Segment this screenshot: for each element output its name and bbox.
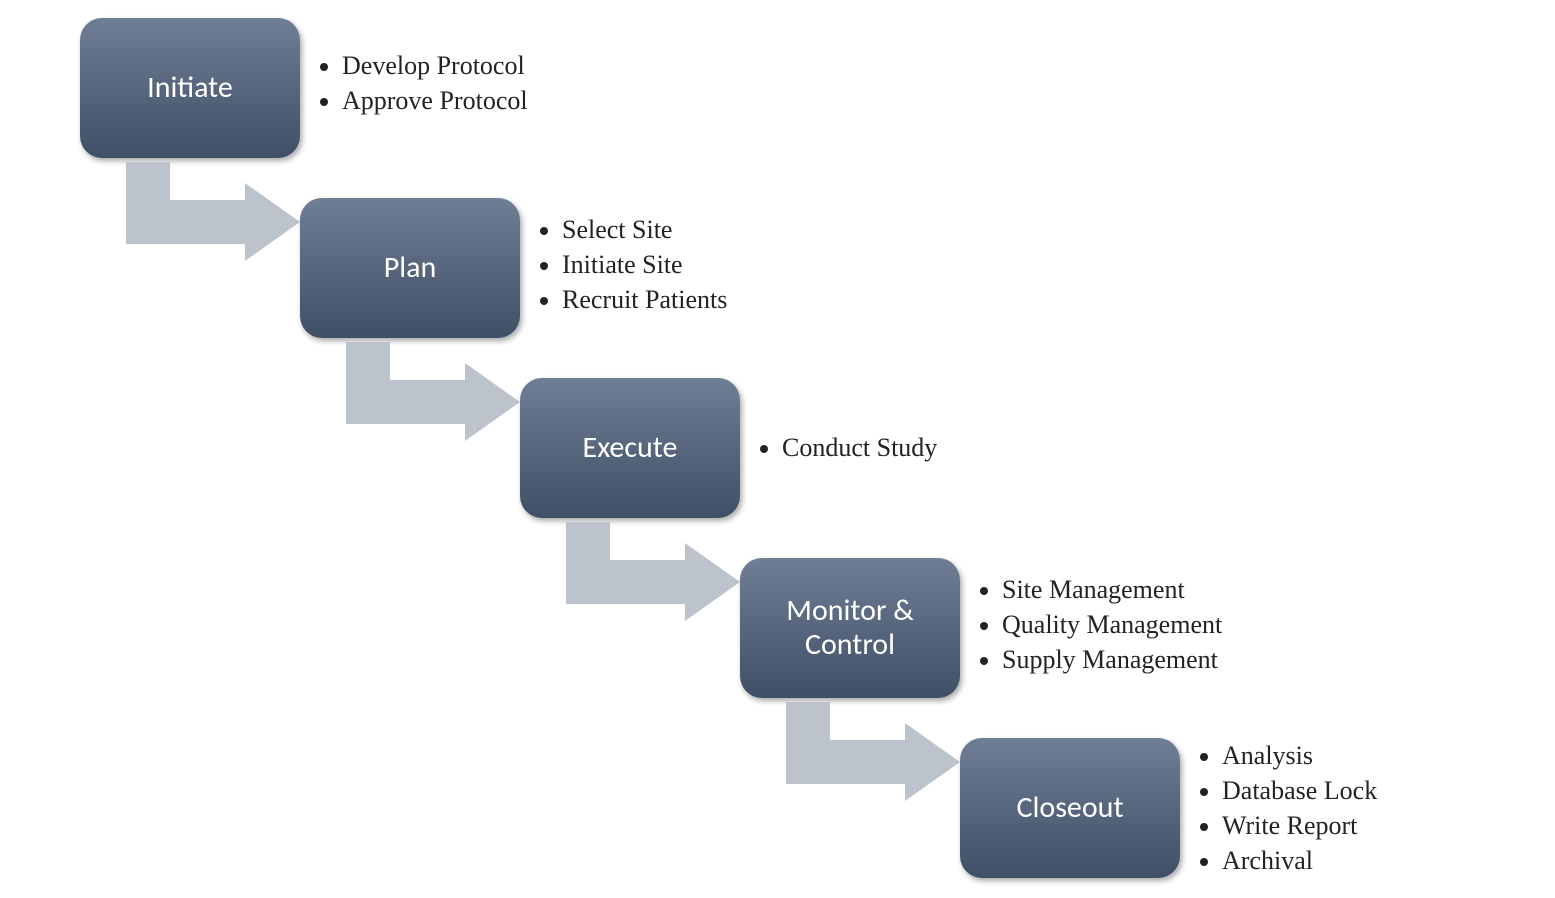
step-bullets-plan: Select SiteInitiate SiteRecruit Patients xyxy=(540,212,727,317)
bullet-item: Conduct Study xyxy=(782,430,937,465)
step-box-execute: Execute xyxy=(520,378,740,518)
bullet-item: Initiate Site xyxy=(562,247,727,282)
bullet-item: Approve Protocol xyxy=(342,83,528,118)
bullet-item: Develop Protocol xyxy=(342,48,528,83)
step-bullets-closeout: AnalysisDatabase LockWrite ReportArchiva… xyxy=(1200,738,1377,878)
elbow-arrow-icon xyxy=(566,522,740,647)
bullet-item: Recruit Patients xyxy=(562,282,727,317)
step-bullets-monitor-control: Site ManagementQuality ManagementSupply … xyxy=(980,572,1222,677)
bullet-item: Supply Management xyxy=(1002,642,1222,677)
elbow-arrow-icon xyxy=(126,162,300,287)
step-box-monitor-control: Monitor & Control xyxy=(740,558,960,698)
step-bullets-execute: Conduct Study xyxy=(760,430,937,465)
step-bullets-initiate: Develop ProtocolApprove Protocol xyxy=(320,48,528,118)
step-box-initiate: Initiate xyxy=(80,18,300,158)
bullet-item: Select Site xyxy=(562,212,727,247)
bullet-item: Database Lock xyxy=(1222,773,1377,808)
step-box-closeout: Closeout xyxy=(960,738,1180,878)
bullet-item: Write Report xyxy=(1222,808,1377,843)
bullet-item: Archival xyxy=(1222,843,1377,878)
bullet-item: Analysis xyxy=(1222,738,1377,773)
bullet-item: Site Management xyxy=(1002,572,1222,607)
step-box-plan: Plan xyxy=(300,198,520,338)
process-flow-diagram: Initiate Develop ProtocolApprove Protocol… xyxy=(0,0,1555,898)
elbow-arrow-icon xyxy=(786,702,960,827)
elbow-arrow-icon xyxy=(346,342,520,467)
bullet-item: Quality Management xyxy=(1002,607,1222,642)
